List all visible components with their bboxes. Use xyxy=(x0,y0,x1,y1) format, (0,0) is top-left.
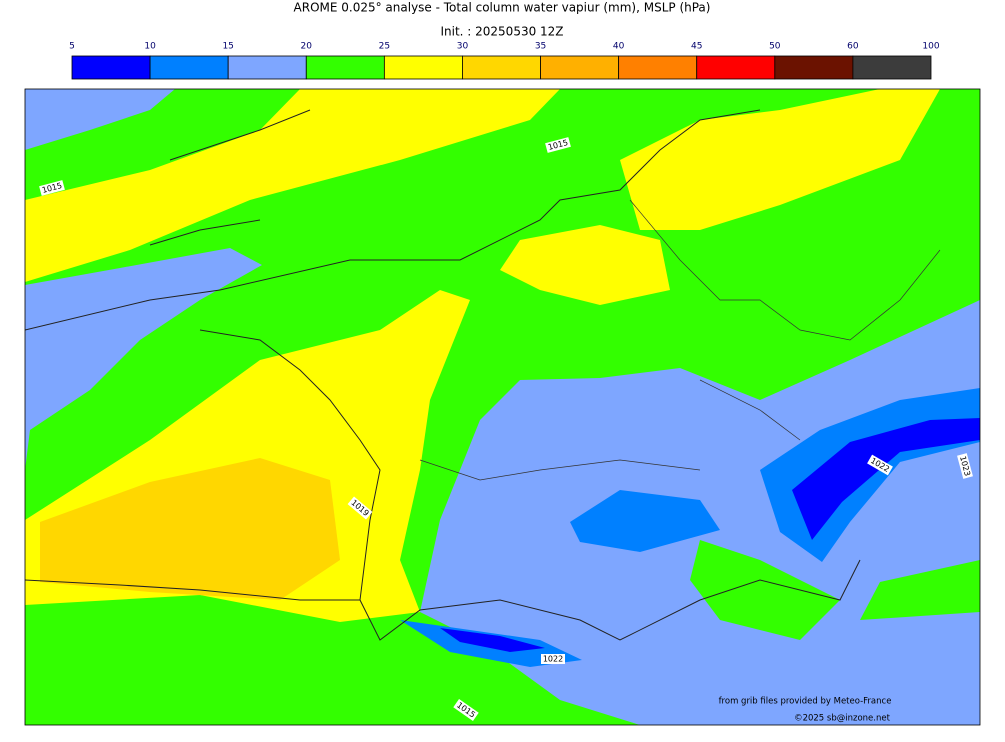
colorbar-segment xyxy=(462,55,541,80)
isobar-label: 1015 xyxy=(39,180,65,196)
isobar-label: 1022 xyxy=(541,654,565,664)
field-ocean-west xyxy=(25,248,262,470)
colorbar: 5 10 15 20 25 30 35 40 45 50 60 100 xyxy=(69,42,940,80)
colorbar-segment xyxy=(540,55,620,80)
colorbar-segment xyxy=(852,55,932,80)
colorbar-tick-label: 60 xyxy=(847,42,859,52)
colorbar-tick-label: 20 xyxy=(301,42,313,52)
map xyxy=(24,88,981,726)
colorbar-tick-label: 30 xyxy=(457,42,469,52)
map-frame xyxy=(24,88,981,726)
colorbar-segment xyxy=(227,55,307,80)
isobar-label-box xyxy=(867,454,893,476)
colorbar-tick-label: 35 xyxy=(535,42,546,52)
colorbar-segment xyxy=(383,55,463,80)
field-green-east xyxy=(690,540,840,640)
isobar-label: 1023 xyxy=(957,453,973,479)
field-band-northeast xyxy=(620,89,940,230)
colorbar-tick-label: 15 xyxy=(222,42,233,52)
field-band-north xyxy=(25,89,560,282)
colorbar-tick-label: 10 xyxy=(144,42,156,52)
coastline xyxy=(25,329,861,641)
coastline-north xyxy=(25,109,761,331)
credit: from grib files provided by Meteo-France xyxy=(719,697,892,707)
credit: ©2025 sb@inzone.net xyxy=(794,714,891,724)
colorbar-tick-label: 5 xyxy=(69,42,75,52)
border xyxy=(419,199,941,481)
colorbar-segment xyxy=(774,55,854,80)
colorbar-segment xyxy=(618,55,698,80)
field-band-center xyxy=(500,225,670,305)
colorbar-segment xyxy=(305,55,385,80)
colorbar-segment xyxy=(696,55,776,80)
isobar-label-box xyxy=(39,180,65,196)
field-pyrenees-core xyxy=(440,628,545,652)
isobar-label-box xyxy=(347,496,373,520)
colorbar-tick-label: 50 xyxy=(769,42,781,52)
isobar-label-text: 1022 xyxy=(543,655,563,664)
isobar-label: 1015 xyxy=(545,137,571,153)
isobar-label-box xyxy=(957,453,973,479)
colorbar-tick-label: 100 xyxy=(922,42,939,52)
colorbar-segment xyxy=(71,55,151,80)
colorbar-segment xyxy=(149,55,229,80)
field-center xyxy=(570,490,720,552)
map-title: AROME 0.025° analyse - Total column wate… xyxy=(294,1,711,15)
field-ocean-north xyxy=(25,89,175,150)
colorbar-tick-label: 40 xyxy=(613,42,625,52)
field-alps-core xyxy=(792,418,980,540)
isobar-label-box xyxy=(541,654,565,664)
colorbar-tick-label: 45 xyxy=(691,42,702,52)
field-band-gold xyxy=(40,458,340,600)
colorbar-tick-label: 25 xyxy=(379,42,390,52)
isobar-label-box xyxy=(453,699,479,721)
map-subtitle: Init. : 20250530 12Z xyxy=(440,25,563,39)
isobar-label-box xyxy=(545,137,571,153)
